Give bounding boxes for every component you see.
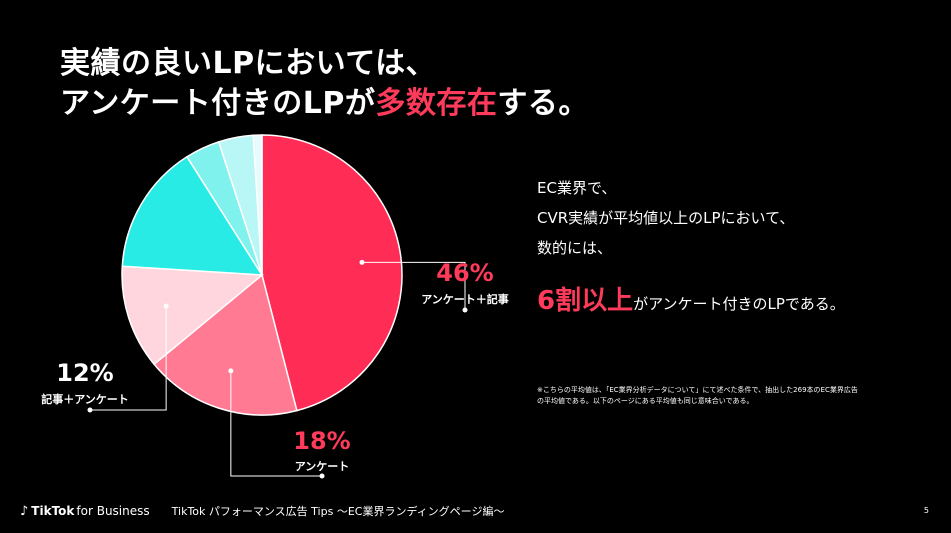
leader-slice-3-dot-2 <box>87 407 93 413</box>
page-number: 5 <box>923 506 929 515</box>
footnote-line-1: ※こちらの平均値は、「EC業界分析データについて」にて述べた条件で、抽出した26… <box>537 386 858 394</box>
pie-slice-3 <box>121 265 264 366</box>
footer: ♪ TikTok for Business TikTok パフォーマンス広告 T… <box>20 503 504 519</box>
body-line-3: 数的には、 <box>537 239 613 257</box>
slice-1-percent: 46% <box>436 259 493 287</box>
leader-slice-3 <box>90 306 167 411</box>
slice-1-label: アンケート＋記事 <box>421 292 509 306</box>
slice-3-label: 記事＋アンケート <box>41 392 129 406</box>
leader-slice-3-dot-1 <box>163 303 169 309</box>
title-line-2-start: アンケート付きのLPが <box>60 86 376 121</box>
brand-subtitle: for Business <box>76 504 150 518</box>
body-line-4: 6割以上がアンケート付きのLPである。 <box>537 280 845 317</box>
title-line-2: アンケート付きのLPが多数存在する。 <box>60 78 589 122</box>
pie-slice-1 <box>261 134 403 412</box>
title-accent: 多数存在 <box>375 86 498 121</box>
slice-2-label: アンケート <box>295 460 350 473</box>
pie-slice-7 <box>252 134 263 276</box>
slice-2-percent: 18% <box>293 427 350 455</box>
title-line-1: 実績の良いLPにおいては、 <box>60 46 437 81</box>
footnote-line-2: の平均値である。以下のページにある平均値も同じ意味合いである。 <box>537 397 754 405</box>
tiktok-logo-icon: ♪ <box>20 503 29 519</box>
slice-3-percent: 12% <box>56 359 113 387</box>
title-line-2-end: する。 <box>497 86 589 121</box>
pie-slice-4 <box>121 155 264 276</box>
leader-slice-2-dot-1 <box>228 368 234 374</box>
pie-slices <box>121 134 403 416</box>
body-line-2: CVR実績が平均値以上のLPにおいて、 <box>537 209 795 227</box>
brand-name: TikTok <box>31 504 75 518</box>
leader-lines <box>87 259 468 479</box>
leader-slice-1 <box>362 261 466 310</box>
body-line-4-rest: がアンケート付きのLPである。 <box>633 295 845 313</box>
leader-slice-1-dot-1 <box>359 259 365 265</box>
leader-slice-1-dot-2 <box>462 307 468 313</box>
highlight-figure: 6割以上 <box>537 286 634 316</box>
leader-slice-2 <box>230 370 322 477</box>
leader-slice-2-dot-2 <box>319 473 325 479</box>
body-line-1: EC業界で、 <box>537 179 617 197</box>
footer-text: TikTok パフォーマンス広告 Tips 〜EC業界ランディングページ編〜 <box>171 505 505 518</box>
pie-slice-2 <box>153 273 298 416</box>
